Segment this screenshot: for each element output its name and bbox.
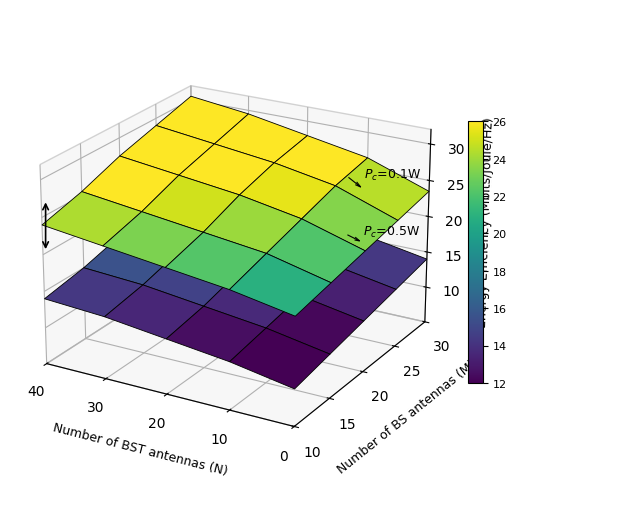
X-axis label: Number of BST antennas (N): Number of BST antennas (N) bbox=[51, 421, 229, 477]
Y-axis label: Number of BS antennas (M): Number of BS antennas (M) bbox=[335, 358, 479, 476]
